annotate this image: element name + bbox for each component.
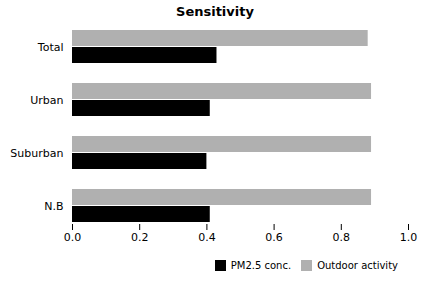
svg-text:1.0: 1.0 <box>400 231 418 244</box>
svg-text:0.6: 0.6 <box>265 231 283 244</box>
svg-text:0.2: 0.2 <box>131 231 149 244</box>
svg-text:Urban: Urban <box>30 94 63 107</box>
html-text:Sensitivity: Sensitivity <box>176 4 254 19</box>
svg-text:0.8: 0.8 <box>333 231 351 244</box>
html-text:PM2.5 conc.: PM2.5 conc. <box>230 260 292 271</box>
svg-text:0.0: 0.0 <box>64 231 82 244</box>
svg-text:N.B: N.B <box>44 200 63 213</box>
html-text:Outdoor activity: Outdoor activity <box>317 260 398 271</box>
svg-text:Total: Total <box>37 41 64 54</box>
svg-text:0.4: 0.4 <box>198 231 216 244</box>
svg-text:Suburban: Suburban <box>10 147 63 160</box>
